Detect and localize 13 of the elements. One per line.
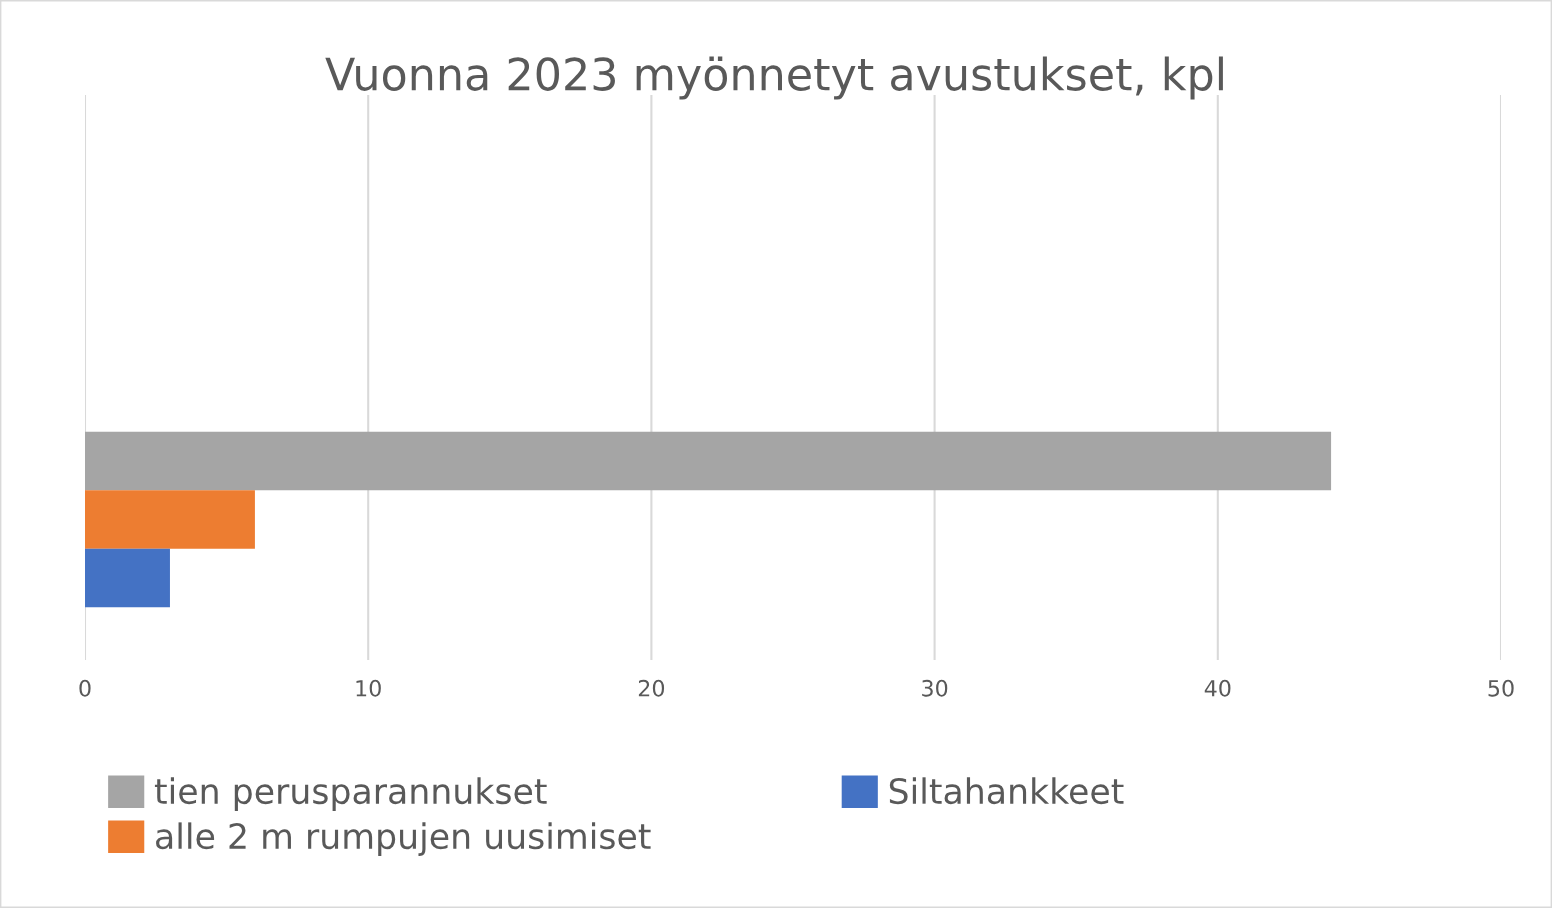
x-tick-label: 0 <box>79 679 91 697</box>
x-tick-label: 20 <box>638 679 665 697</box>
chart-title: Vuonna 2023 myönnetyt avustukset, kpl <box>325 56 1223 100</box>
x-tick-label: 40 <box>1204 679 1231 697</box>
bar <box>85 431 1332 491</box>
x-tick-label: 10 <box>356 679 381 697</box>
legend-label: Siltahankkeet <box>889 777 1124 805</box>
legend-label: alle 2 m rumpujen uusimiset <box>156 822 651 856</box>
x-tick-label: 30 <box>922 679 948 697</box>
legend-label: tien perusparannukset <box>154 777 547 811</box>
bar <box>85 548 170 608</box>
bar <box>85 490 255 549</box>
x-tick-label: 50 <box>1488 679 1514 697</box>
